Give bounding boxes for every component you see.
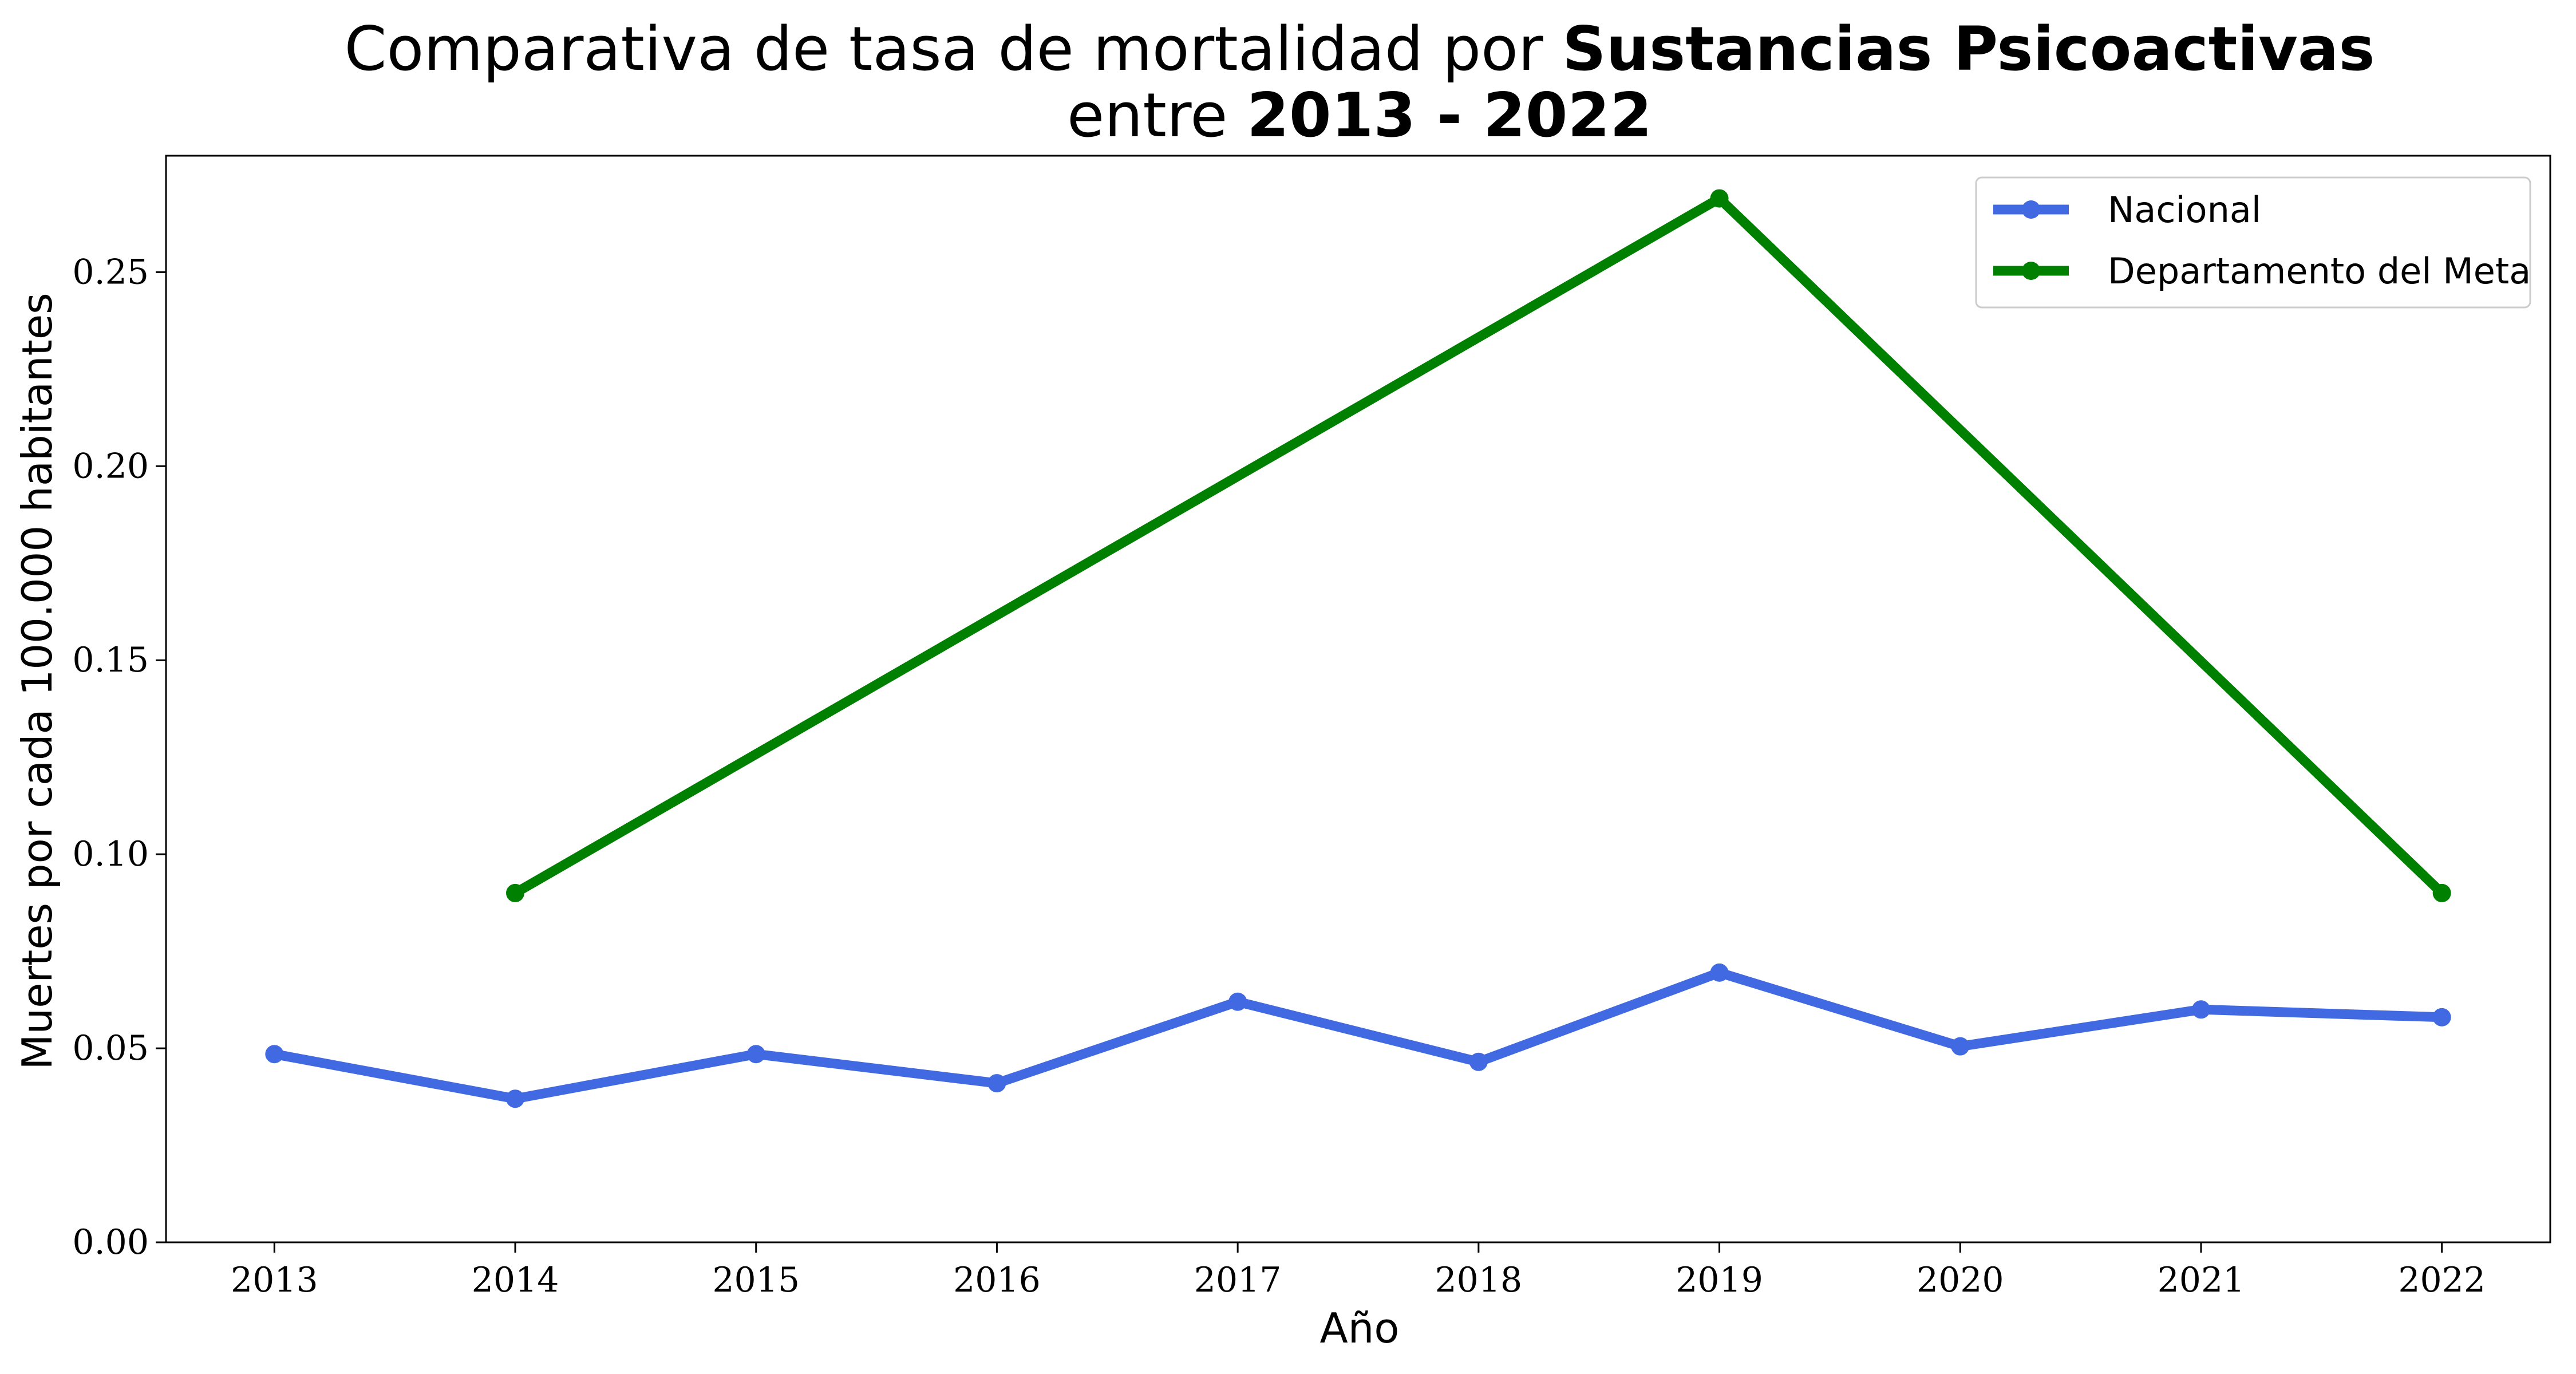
y-tick-label: 0.05	[72, 1028, 149, 1068]
chart-title-line-1: Comparativa de tasa de mortalidad por Su…	[344, 14, 2374, 84]
data-point-nacional	[987, 1074, 1006, 1093]
data-point-nacional	[746, 1045, 765, 1064]
series-line-nacional	[269, 968, 2447, 1104]
x-tick-label: 2014	[472, 1260, 559, 1300]
x-tick-label: 2017	[1194, 1260, 1282, 1300]
legend-marker-nacional	[2022, 200, 2040, 219]
y-tick-label: 0.25	[72, 252, 149, 292]
y-tick-label: 0.00	[72, 1222, 149, 1262]
y-tick-label: 0.15	[72, 640, 149, 680]
x-tick-label: 2018	[1435, 1260, 1523, 1300]
chart-title-line-1-bold: Sustancias Psicoactivas	[1562, 14, 2374, 84]
data-point-nacional	[506, 1089, 525, 1108]
plot-frame	[165, 155, 2551, 1243]
data-point-nacional	[1228, 992, 1247, 1011]
data-point-nacional	[2432, 1008, 2451, 1026]
chart-title-line-2-regular: entre	[1067, 80, 1247, 151]
data-point-nacional	[1469, 1052, 1488, 1071]
plot-area: 0.00 0.05 0.10 0.15 0.20 0.25 2013 2014 2015 2016…	[72, 155, 2551, 1300]
y-tick-label: 0.10	[72, 834, 149, 874]
data-point-nacional	[1710, 963, 1729, 982]
x-tick-label: 2016	[953, 1260, 1041, 1300]
data-point-departamento-del-meta	[2432, 883, 2451, 902]
data-point-departamento-del-meta	[506, 883, 525, 902]
x-tick-label: 2013	[231, 1260, 318, 1300]
legend-label-departamento-del-meta: Departamento del Meta	[2108, 250, 2531, 292]
x-tick-label: 2019	[1676, 1260, 1763, 1300]
x-tick-label: 2021	[2158, 1260, 2245, 1300]
data-point-nacional	[1951, 1037, 1970, 1056]
legend-box	[1975, 176, 2531, 309]
chart-title-line-1-regular: Comparativa de tasa de mortalidad por	[344, 14, 1562, 84]
chart-title-line-2-bold: 2013 - 2022	[1247, 80, 1652, 151]
x-tick-label: 2020	[1917, 1260, 2004, 1300]
x-axis-label: Año	[1320, 1304, 1400, 1352]
legend-marker-departamento-del-meta	[2022, 262, 2040, 280]
y-axis-label: Muertes por cada 100.000 habitantes	[13, 293, 61, 1069]
y-tick-label: 0.20	[72, 446, 149, 486]
legend-label-nacional: Nacional	[2108, 189, 2261, 231]
x-tick-label: 2015	[712, 1260, 800, 1300]
chart-title-line-2: entre 2013 - 2022	[1067, 80, 1652, 151]
data-point-nacional	[2191, 1000, 2210, 1019]
data-point-nacional	[265, 1045, 284, 1064]
data-point-departamento-del-meta	[1710, 189, 1729, 208]
x-tick-label: 2022	[2398, 1260, 2486, 1300]
